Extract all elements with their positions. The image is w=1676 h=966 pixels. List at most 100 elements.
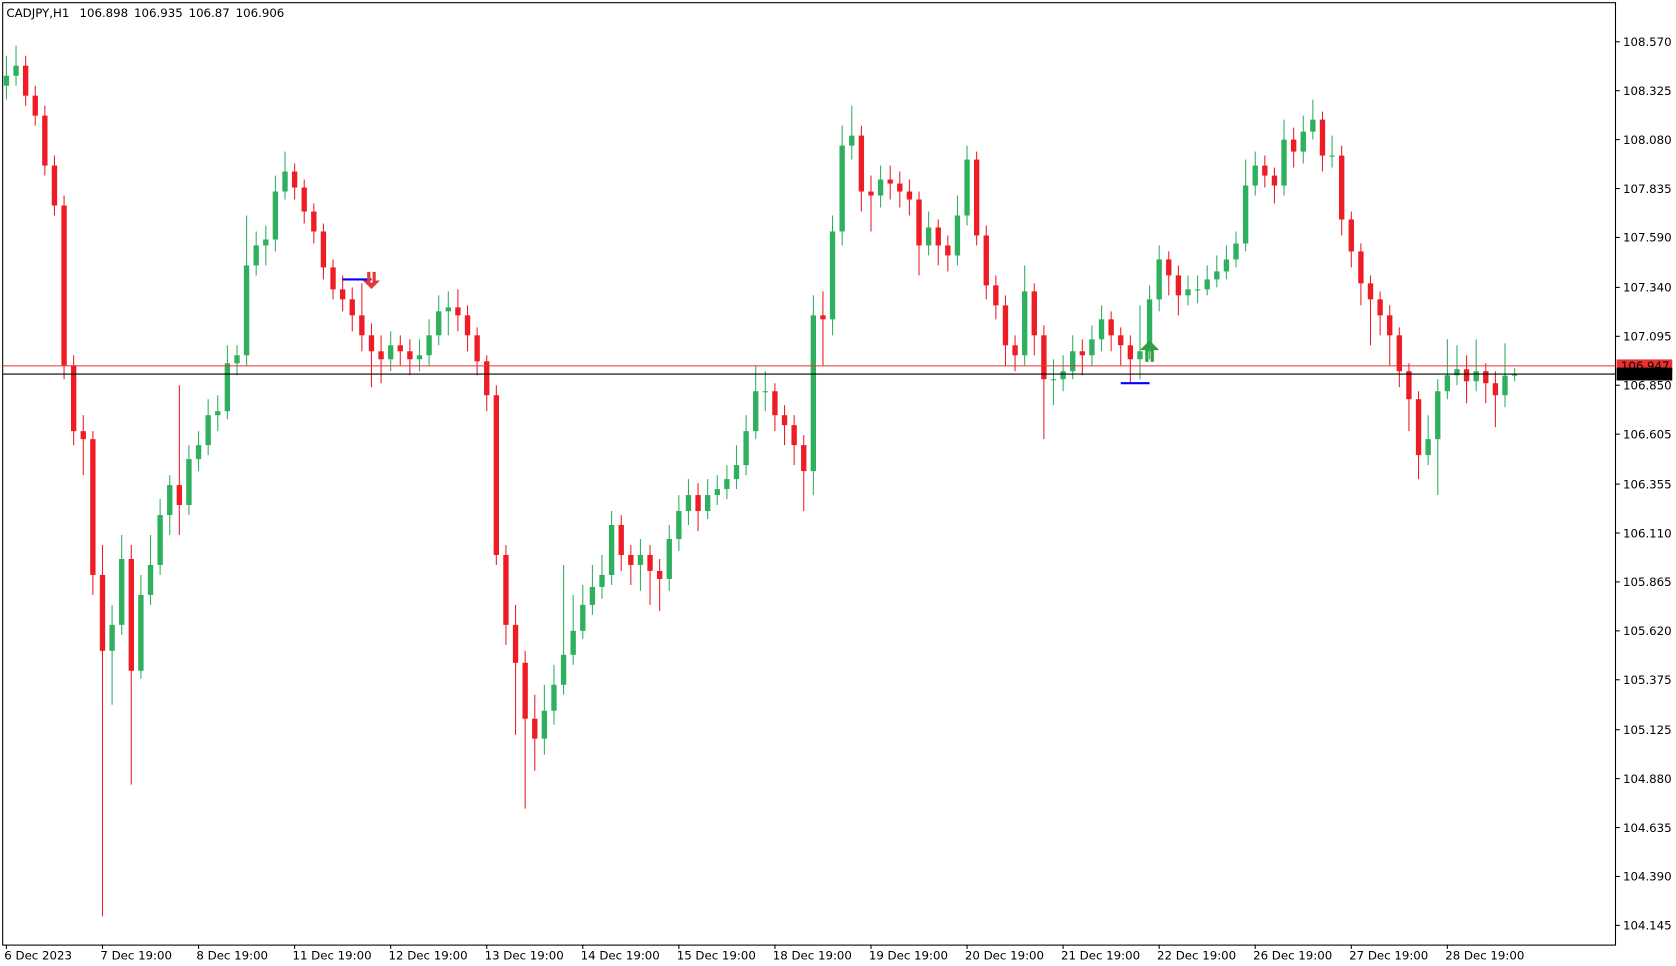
candle-body bbox=[484, 361, 490, 396]
candle-body bbox=[753, 391, 759, 432]
candle-body bbox=[1463, 369, 1470, 382]
candle-body bbox=[897, 183, 903, 192]
candle-body bbox=[339, 289, 346, 300]
y-tick-label: 107.095 bbox=[1623, 330, 1672, 344]
candle-body bbox=[580, 604, 586, 631]
candle-body bbox=[51, 165, 58, 206]
price-tag bbox=[1616, 367, 1673, 381]
candle-body bbox=[772, 391, 778, 416]
y-tick-label: 106.355 bbox=[1623, 477, 1672, 491]
candle-body bbox=[1367, 283, 1374, 300]
candle-body bbox=[147, 564, 154, 595]
candle-body bbox=[1396, 335, 1403, 372]
candle-body bbox=[349, 299, 355, 316]
candle-body bbox=[1377, 299, 1383, 316]
candle-body bbox=[560, 654, 567, 685]
candle-body bbox=[906, 191, 913, 200]
candle-body bbox=[1012, 345, 1018, 356]
candle-body bbox=[1329, 155, 1335, 157]
candle-body bbox=[1473, 371, 1479, 382]
candle-body bbox=[1262, 165, 1268, 176]
candle-body bbox=[666, 538, 672, 579]
candle-body bbox=[1098, 319, 1105, 340]
candle-body bbox=[109, 624, 115, 651]
candle-body bbox=[1002, 305, 1009, 346]
candle-body bbox=[714, 489, 720, 496]
candle-body bbox=[618, 525, 624, 555]
candle-body bbox=[656, 570, 663, 579]
candle-body bbox=[1108, 319, 1114, 336]
candle-body bbox=[743, 431, 749, 466]
candle-body bbox=[964, 159, 970, 216]
candle-body bbox=[503, 554, 509, 625]
y-tick-label: 104.145 bbox=[1623, 919, 1672, 933]
candle-body bbox=[1233, 243, 1239, 260]
candle-body bbox=[215, 411, 221, 416]
candle-body bbox=[1031, 291, 1037, 336]
signal-arrow bbox=[1139, 340, 1160, 362]
candle-body bbox=[1271, 175, 1278, 186]
candle-body bbox=[1444, 375, 1451, 392]
candle-body bbox=[599, 574, 605, 587]
candle-body bbox=[42, 115, 48, 166]
candle-body bbox=[1118, 335, 1124, 346]
candle-body bbox=[1214, 271, 1220, 280]
candle-body bbox=[1127, 345, 1134, 360]
candle-body bbox=[493, 395, 500, 555]
candle-body bbox=[61, 205, 67, 366]
candle-body bbox=[820, 315, 826, 320]
candle-body bbox=[695, 495, 701, 512]
candle-body bbox=[416, 355, 423, 360]
header-low: 106.87 bbox=[189, 6, 230, 20]
y-tick-label: 108.080 bbox=[1623, 133, 1672, 147]
candle-body bbox=[1175, 275, 1182, 296]
candle-body bbox=[291, 171, 298, 188]
candle-body bbox=[1310, 119, 1316, 132]
candle-body bbox=[224, 363, 231, 412]
y-tick-label: 108.325 bbox=[1623, 84, 1672, 98]
candle-body bbox=[1387, 315, 1393, 336]
candle-body bbox=[628, 554, 634, 565]
x-tick-label: 18 Dec 19:00 bbox=[773, 949, 852, 963]
candle-body bbox=[1089, 339, 1095, 356]
x-tick-label: 22 Dec 19:00 bbox=[1157, 949, 1236, 963]
y-tick-label: 105.865 bbox=[1623, 575, 1672, 589]
candle-body bbox=[676, 511, 682, 539]
candle-body bbox=[445, 307, 451, 312]
candle-body bbox=[1146, 299, 1153, 352]
x-tick-label: 13 Dec 19:00 bbox=[485, 949, 564, 963]
candle-body bbox=[90, 439, 96, 575]
candle-body bbox=[954, 215, 961, 256]
plot-frame bbox=[2, 2, 1617, 946]
candle-body bbox=[762, 391, 768, 393]
candle-body bbox=[1242, 185, 1249, 244]
candle-body bbox=[70, 365, 77, 432]
candle-body bbox=[1156, 259, 1162, 300]
candle-body bbox=[301, 187, 307, 212]
candle-body bbox=[1348, 219, 1354, 252]
candle-body bbox=[368, 335, 375, 352]
y-tick-label: 105.375 bbox=[1623, 673, 1672, 687]
candle-body bbox=[1050, 379, 1057, 381]
candle-body bbox=[887, 179, 893, 184]
candle-body bbox=[128, 558, 134, 671]
candle-body bbox=[1204, 279, 1210, 290]
candles bbox=[3, 45, 1518, 917]
candle-body bbox=[474, 335, 480, 362]
x-tick-label: 20 Dec 19:00 bbox=[965, 949, 1044, 963]
candle-body bbox=[186, 459, 192, 506]
candle-body bbox=[1060, 371, 1066, 380]
candle-body bbox=[359, 315, 365, 336]
header-close: 106.906 bbox=[236, 6, 285, 20]
candle-body bbox=[253, 245, 259, 266]
x-tick-label: 7 Dec 19:00 bbox=[100, 949, 172, 963]
candle-body bbox=[464, 315, 471, 336]
x-tick-label: 26 Dec 19:00 bbox=[1253, 949, 1332, 963]
x-tick-label: 8 Dec 19:00 bbox=[196, 949, 268, 963]
candle-body bbox=[647, 554, 653, 571]
candle-body bbox=[829, 231, 836, 320]
candle-body bbox=[637, 554, 644, 565]
candle-body bbox=[1166, 259, 1172, 276]
